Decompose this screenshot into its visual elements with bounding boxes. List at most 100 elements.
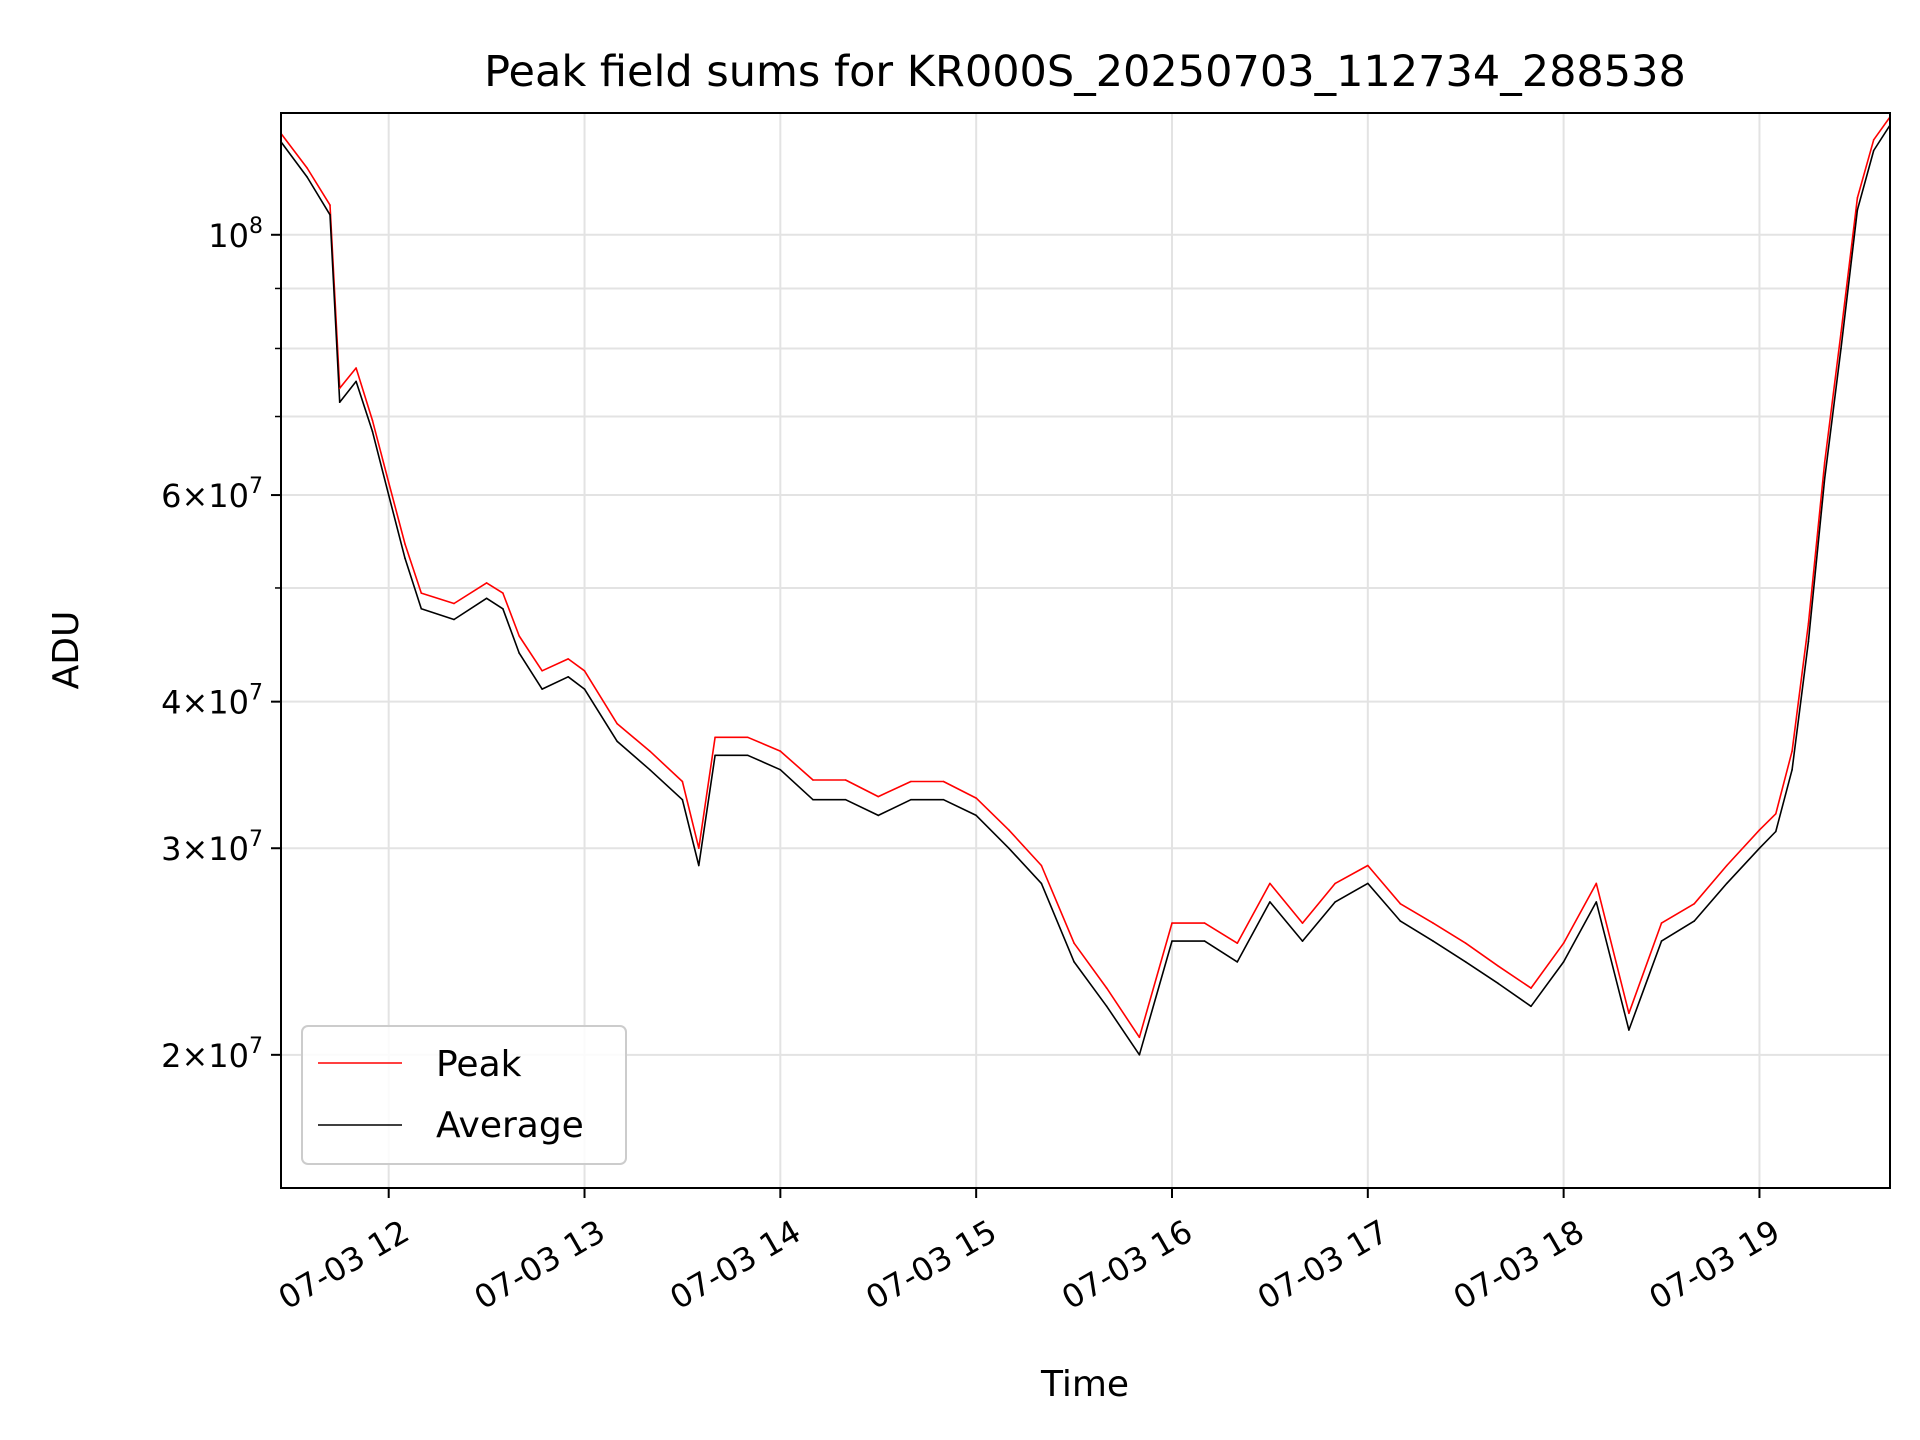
- data-point-peak: [1823, 461, 1826, 464]
- data-point-peak: [1628, 1012, 1630, 1015]
- data-point-average: [1008, 847, 1010, 849]
- data-point-average: [1269, 901, 1271, 903]
- data-point-peak: [616, 723, 618, 725]
- data-point-average: [1693, 920, 1695, 922]
- data-point-peak: [567, 658, 569, 660]
- data-point-peak: [1660, 922, 1663, 924]
- data-point-average: [1726, 882, 1728, 885]
- data-point-peak: [877, 795, 880, 798]
- data-point-average: [1171, 940, 1173, 942]
- data-point-average: [518, 652, 520, 654]
- data-point-average: [1840, 347, 1842, 350]
- data-point-average: [1203, 940, 1206, 942]
- data-point-peak: [1269, 882, 1271, 885]
- series-lines: [280, 116, 1891, 1056]
- data-point-peak: [698, 847, 700, 849]
- data-point-peak: [1693, 903, 1695, 905]
- data-point-peak: [1775, 813, 1777, 815]
- data-point-peak: [1334, 882, 1336, 885]
- data-point-average: [485, 597, 488, 600]
- data-point-average: [714, 754, 716, 757]
- data-point-average: [1464, 961, 1467, 963]
- data-point-average: [1823, 477, 1826, 480]
- data-point-peak: [1138, 1036, 1141, 1039]
- data-point-peak: [746, 736, 749, 739]
- legend: Peak Average: [301, 1025, 627, 1165]
- y-axis-label: ADU: [46, 611, 87, 690]
- y-tick-label: 108: [208, 214, 263, 255]
- y-tick-label: 6×107: [161, 474, 263, 515]
- data-point-average: [1399, 920, 1402, 922]
- data-point-peak: [306, 167, 308, 169]
- data-point-peak: [1203, 922, 1206, 924]
- data-point-peak: [1236, 942, 1239, 944]
- data-point-peak: [518, 635, 520, 637]
- data-point-average: [567, 676, 569, 678]
- data-point-average: [1301, 940, 1304, 942]
- data-point-average: [1856, 209, 1859, 211]
- data-point-peak: [1399, 903, 1402, 905]
- data-point-peak: [779, 750, 782, 752]
- data-point-average: [1758, 847, 1761, 849]
- data-point-average: [1236, 961, 1239, 963]
- data-point-peak: [1872, 139, 1875, 141]
- data-point-average: [942, 798, 945, 801]
- data-point-average: [306, 176, 308, 178]
- data-point-peak: [1758, 829, 1761, 831]
- data-point-peak: [1791, 750, 1793, 752]
- data-point-average: [1775, 830, 1777, 833]
- data-point-peak: [1595, 882, 1598, 885]
- x-axis-label: Time: [1040, 1364, 1129, 1405]
- data-point-average: [1073, 961, 1075, 963]
- data-point-peak: [371, 419, 374, 422]
- data-point-average: [329, 214, 331, 216]
- legend-box: [301, 1025, 627, 1165]
- data-point-average: [975, 814, 977, 817]
- data-point-average: [1660, 940, 1663, 942]
- data-point-peak: [1367, 864, 1369, 867]
- data-point-average: [1628, 1029, 1630, 1031]
- data-point-average: [420, 608, 423, 610]
- data-point-peak: [1008, 829, 1010, 831]
- data-point-average: [453, 618, 455, 621]
- data-point-peak: [1530, 987, 1532, 989]
- data-point-average: [338, 401, 341, 404]
- data-point-average: [1791, 768, 1793, 771]
- data-point-peak: [1856, 197, 1859, 199]
- data-point-average: [1138, 1054, 1141, 1056]
- data-point-average: [1334, 901, 1336, 903]
- data-point-peak: [329, 204, 331, 206]
- plot-frame: [280, 112, 1891, 1189]
- legend-label-average: Average: [436, 1105, 584, 1146]
- chart-title: Peak field sums for KR000S_20250703_1127…: [484, 47, 1686, 97]
- data-point-average: [387, 494, 390, 496]
- data-point-peak: [387, 481, 390, 484]
- data-point-peak: [1171, 922, 1173, 924]
- data-point-peak: [649, 750, 651, 752]
- data-point-average: [1595, 901, 1598, 903]
- data-point-average: [746, 754, 749, 757]
- data-point-peak: [975, 797, 977, 799]
- data-point-peak: [1497, 965, 1500, 967]
- data-point-peak: [453, 602, 455, 605]
- data-point-peak: [1432, 922, 1434, 924]
- data-point-peak: [844, 779, 847, 781]
- data-point-peak: [1464, 942, 1467, 944]
- gridlines: [281, 113, 1890, 1188]
- data-point-peak: [681, 780, 684, 783]
- data-point-average: [779, 768, 782, 771]
- data-point-peak: [541, 670, 543, 672]
- data-point-average: [649, 768, 651, 771]
- data-point-average: [844, 798, 847, 801]
- data-point-average: [502, 608, 504, 610]
- data-point-peak: [404, 543, 406, 545]
- data-point-peak: [355, 367, 357, 369]
- data-point-peak: [485, 582, 488, 584]
- data-point-average: [541, 688, 543, 690]
- data-point-peak: [583, 670, 586, 672]
- data-point-average: [698, 864, 700, 867]
- data-point-average: [583, 688, 586, 690]
- data-point-average: [910, 798, 912, 801]
